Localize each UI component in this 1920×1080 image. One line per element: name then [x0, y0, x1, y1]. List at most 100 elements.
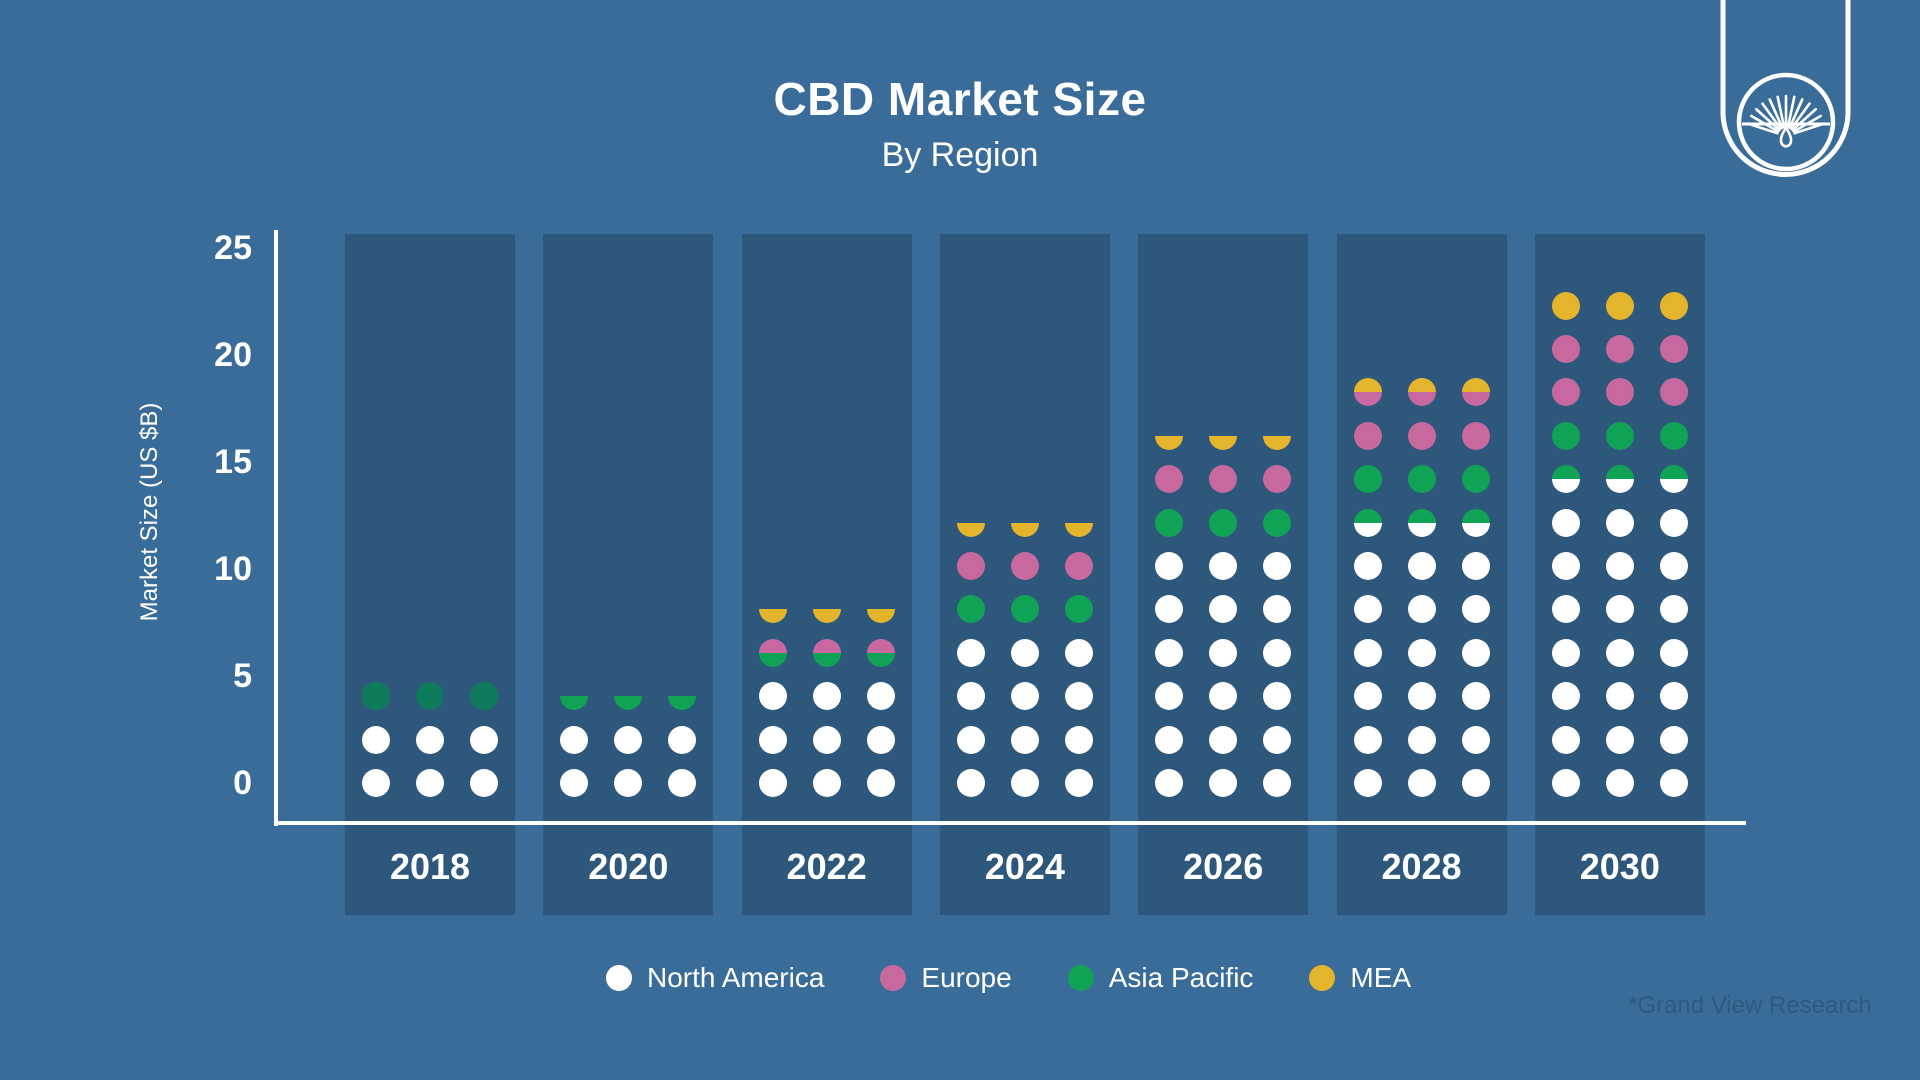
dot-2024-row2: [1010, 682, 1039, 711]
x-tick-2018: 2018: [389, 846, 471, 887]
x-tick-2026: 2026: [1183, 846, 1264, 887]
grand-view-research-logo: [1720, 0, 1851, 177]
dot-2030-row2: [1659, 682, 1688, 711]
dot-2028-row8: [1353, 421, 1382, 450]
dot-2028-row1: [1461, 725, 1490, 754]
dot-2022-row0: [866, 769, 895, 797]
dot-2030-row5: [1551, 552, 1580, 580]
dot-2024-row1: [1010, 725, 1039, 754]
legend-item-north-america: North America: [606, 962, 824, 994]
dot-2028-row6: [1461, 508, 1490, 537]
dot-2030-row11: [1551, 291, 1580, 320]
y-axis-label: Market Size (US $B): [136, 402, 163, 622]
dot-2030-row7: [1605, 465, 1634, 494]
dot-2026-row4: [1263, 595, 1292, 624]
legend: North America Europe Asia Pacific MEA: [606, 962, 1411, 994]
dot-2024-row5: [1064, 552, 1093, 580]
dot-2028-row6: [1407, 508, 1436, 537]
legend-dot-icon: [606, 965, 632, 991]
dot-2020-row2: [668, 696, 697, 711]
legend-label: North America: [647, 962, 825, 993]
dot-2018-row1: [362, 725, 390, 754]
dot-2024-row6: [1010, 522, 1039, 537]
dot-2022-row0: [812, 769, 841, 797]
dot-2028-row2: [1407, 682, 1436, 711]
dot-2028-row3: [1407, 638, 1436, 667]
dot-2030-row5: [1605, 552, 1634, 580]
dot-2026-row0: [1155, 769, 1184, 797]
dot-2030-row8: [1551, 421, 1580, 450]
dot-2020-row0: [668, 769, 697, 797]
dot-2030-row5: [1659, 552, 1688, 580]
dot-2030-row9: [1551, 378, 1580, 407]
dot-2030-row0: [1659, 769, 1688, 797]
dot-2028-row0: [1461, 769, 1490, 797]
dot-2028-row8: [1407, 421, 1436, 450]
bar-column-2018: 2018: [345, 234, 515, 915]
dot-2028-row2: [1353, 682, 1382, 711]
dot-2026-row1: [1263, 725, 1292, 754]
y-tick-15: 15: [214, 443, 252, 481]
dot-2018-row1: [416, 725, 444, 754]
dot-2026-row5: [1263, 552, 1292, 580]
dot-2030-row1: [1551, 725, 1580, 754]
dot-2022-row2: [812, 682, 841, 711]
dot-2026-row6: [1209, 508, 1238, 537]
dot-2024-row2: [1064, 682, 1093, 711]
dot-2030-row0: [1551, 769, 1580, 797]
dot-2028-row4: [1407, 595, 1436, 624]
dot-2028-row3: [1461, 638, 1490, 667]
dot-2030-row1: [1659, 725, 1688, 754]
dot-2030-row6: [1605, 508, 1634, 537]
dot-2020-row0: [614, 769, 643, 797]
dot-2028-row5: [1407, 552, 1436, 580]
dot-2018-row0: [362, 769, 390, 797]
dot-2026-row0: [1263, 769, 1292, 797]
x-tick-2020: 2020: [588, 846, 669, 887]
x-tick-2024: 2024: [984, 846, 1065, 887]
dot-2024-row3: [1064, 638, 1093, 667]
source-footnote: *Grand View Research: [1628, 992, 1872, 1019]
dot-2020-row1: [668, 725, 697, 754]
dot-2020-row1: [560, 725, 589, 754]
dot-2024-row6: [1064, 522, 1093, 537]
dot-2030-row3: [1551, 638, 1580, 667]
y-tick-5: 5: [233, 657, 252, 695]
dot-2026-row3: [1263, 638, 1292, 667]
dot-2024-row0: [1064, 769, 1093, 797]
dot-2020-row2: [614, 696, 643, 711]
dot-2026-row5: [1155, 552, 1184, 580]
dot-2020-row1: [614, 725, 643, 754]
dot-2024-row6: [956, 522, 985, 537]
dot-2026-row7: [1263, 465, 1292, 494]
dot-2024-row0: [1010, 769, 1039, 797]
dot-2022-row1: [866, 725, 895, 754]
dot-2030-row2: [1551, 682, 1580, 711]
legend-label: MEA: [1350, 962, 1412, 993]
dot-2030-row6: [1659, 508, 1688, 537]
chart-title: CBD Market Size: [773, 73, 1147, 125]
dot-2018-row0: [470, 769, 498, 797]
dot-2024-row4: [956, 595, 985, 624]
y-tick-0: 0: [233, 764, 252, 802]
dot-2020-row0: [560, 769, 589, 797]
dot-2030-row6: [1551, 508, 1580, 537]
dot-2022-row4: [866, 609, 895, 624]
dot-2028-row8: [1461, 421, 1490, 450]
dot-2028-row1: [1353, 725, 1382, 754]
x-tick-2022: 2022: [786, 846, 867, 887]
legend-dot-icon: [1309, 965, 1336, 991]
dot-2030-row2: [1605, 682, 1634, 711]
dot-2024-row4: [1010, 595, 1039, 624]
y-tick-25: 25: [214, 229, 252, 267]
logo-badge-outline: [1720, 0, 1851, 177]
dot-2026-row8: [1155, 435, 1184, 450]
dot-2030-row3: [1605, 638, 1634, 667]
dot-2018-row2: [362, 682, 390, 711]
y-tick-10: 10: [214, 550, 252, 588]
dot-2030-row11: [1605, 291, 1634, 320]
legend-item-europe: Europe: [880, 962, 1012, 994]
dot-2030-row4: [1659, 595, 1688, 624]
dot-2030-row7: [1659, 465, 1688, 494]
dot-2026-row1: [1209, 725, 1238, 754]
